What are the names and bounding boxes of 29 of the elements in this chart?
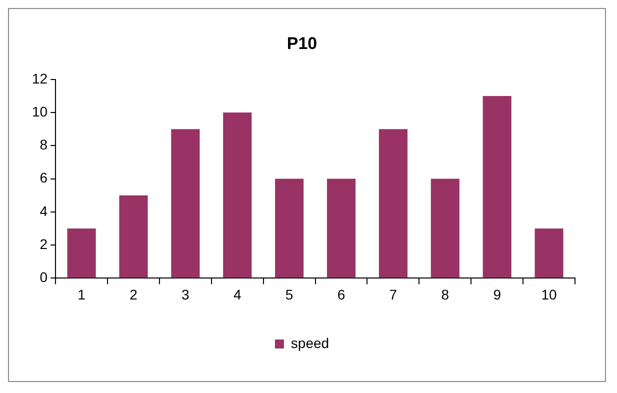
y-tick-label: 12 [32,70,48,86]
x-tick-label: 8 [441,286,450,302]
chart-title: P10 [286,34,318,53]
bar [119,195,148,278]
bar [326,178,356,278]
x-tick-label: 10 [541,286,558,302]
x-tick-label: 5 [285,286,294,302]
y-tick-label: 4 [40,202,48,219]
x-tick-label: 1 [78,286,86,302]
x-tick-label: 7 [389,286,398,302]
bar [378,129,408,278]
x-tick-label: 3 [182,286,190,302]
bar [223,112,252,278]
bar [482,96,512,278]
y-tick-label: 0 [40,269,48,286]
legend-label: speed [290,334,330,351]
x-tick-label: 2 [130,286,138,302]
bar [275,178,304,278]
bar [534,228,564,278]
y-tick-label: 6 [40,170,48,186]
x-tick-label: 9 [493,286,502,302]
x-tick-label: 4 [233,286,242,302]
x-tick-label: 6 [337,286,346,302]
bar [67,228,96,278]
bar [171,129,200,278]
y-tick-label: 2 [40,236,48,252]
y-tick-label: 10 [32,103,48,120]
y-tick-label: 8 [40,136,48,153]
bar [430,178,460,278]
